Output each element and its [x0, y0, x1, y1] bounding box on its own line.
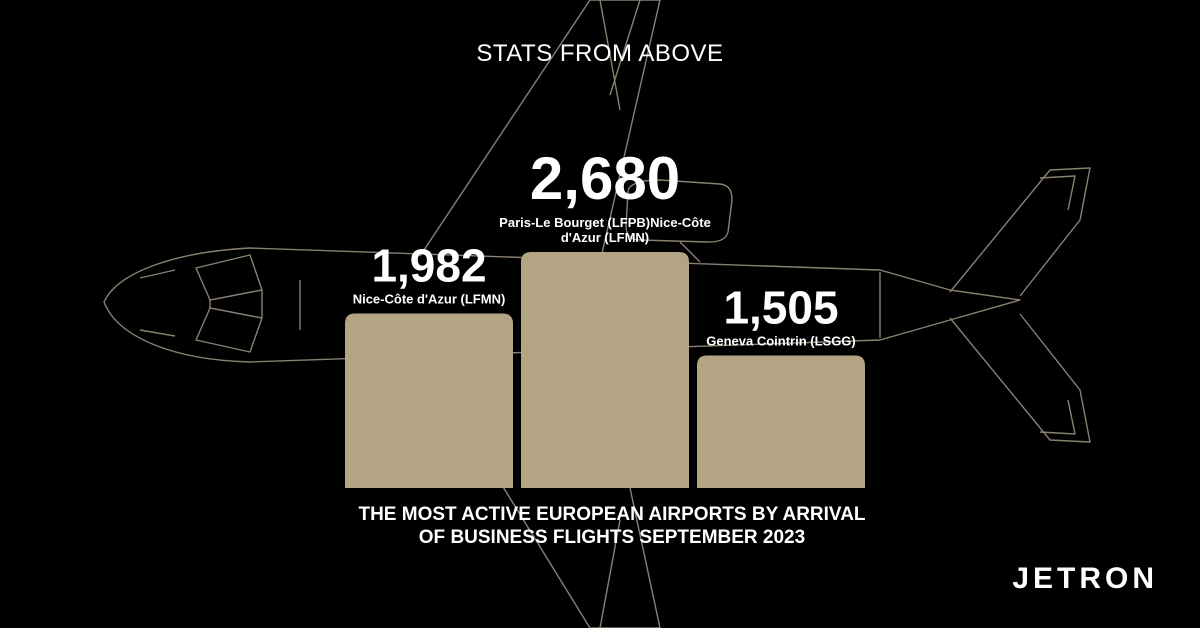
page-heading: STATS FROM ABOVE [476, 40, 724, 67]
jet-tail-lower-inner [1039, 399, 1076, 435]
jet-cockpit-window [139, 269, 176, 279]
jet-fuselage-outline [103, 247, 1021, 363]
bar-value-label: 1,505 [723, 281, 838, 333]
jet-wing-upper-flap [609, 0, 641, 96]
bar-value-label: 1,982 [371, 239, 486, 291]
jet-wing-upper [419, 0, 661, 263]
jet-engine-pod [625, 179, 733, 243]
bar-category-label: d'Azur (LFMN) [561, 230, 649, 245]
bar-2 [521, 252, 689, 488]
bar-category-label: Geneva Cointrin (LSGG) [706, 333, 856, 348]
jet-cockpit-window [139, 329, 176, 337]
jet-wing-lower-flap [599, 519, 621, 628]
jet-tail-upper [949, 167, 1091, 297]
jet-wing-upper-flap [599, 0, 621, 111]
jet-tail-lower [949, 313, 1091, 443]
jet-cockpit-window [209, 289, 263, 319]
jet-engine-pylon [679, 241, 701, 263]
bar-value-label: 2,680 [530, 145, 680, 212]
bar-category-label: Paris-Le Bourget (LFPB)Nice-Côte [499, 215, 711, 230]
bar-category-label: Nice-Côte d'Azur (LFMN) [353, 291, 506, 306]
brand-logo: JETRON [1012, 562, 1158, 595]
bar-3 [697, 355, 865, 488]
jet-tail-upper-inner [1039, 175, 1076, 211]
bar-1 [345, 313, 513, 488]
chart-caption: THE MOST ACTIVE EUROPEAN AIRPORTS BY ARR… [358, 504, 866, 548]
